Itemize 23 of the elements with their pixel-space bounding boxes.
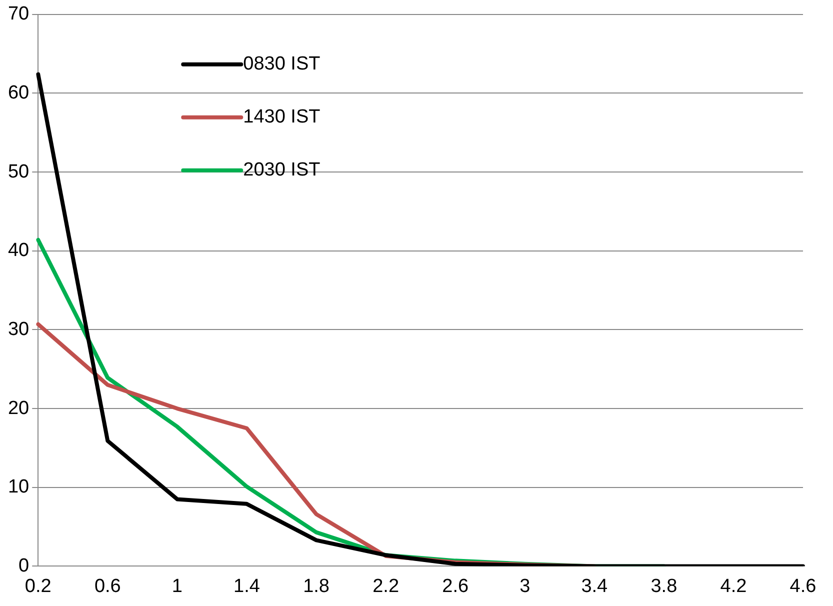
x-tick-label: 0.2 <box>24 576 52 597</box>
legend-label: 1430 IST <box>243 106 321 128</box>
y-tick-label: 50 <box>8 161 30 182</box>
x-tick-label: 0.6 <box>94 576 121 597</box>
y-tick-label: 70 <box>8 4 30 25</box>
x-tick-label: 3 <box>520 576 530 597</box>
x-tick-label: 3.8 <box>650 576 678 597</box>
x-tick-label: 3.4 <box>581 576 608 597</box>
x-tick-label: 1.8 <box>303 576 330 597</box>
y-tick-label: 40 <box>8 240 30 262</box>
x-tick-label: 1.4 <box>234 576 260 597</box>
x-tick-label: 2.2 <box>372 576 400 597</box>
x-tick-label: 2.6 <box>442 576 469 597</box>
legend-label: 2030 IST <box>243 160 321 181</box>
y-tick-label: 60 <box>8 82 30 104</box>
y-tick-label: 20 <box>8 398 30 419</box>
y-tick-label: 10 <box>8 476 30 498</box>
y-tick-label: 0 <box>18 555 30 576</box>
y-tick-label: 30 <box>8 318 30 340</box>
x-tick-label: 4.6 <box>790 576 816 597</box>
x-tick-label: 4.2 <box>720 576 747 597</box>
legend-label: 0830 IST <box>243 54 321 75</box>
x-tick-label: 1 <box>172 576 182 597</box>
